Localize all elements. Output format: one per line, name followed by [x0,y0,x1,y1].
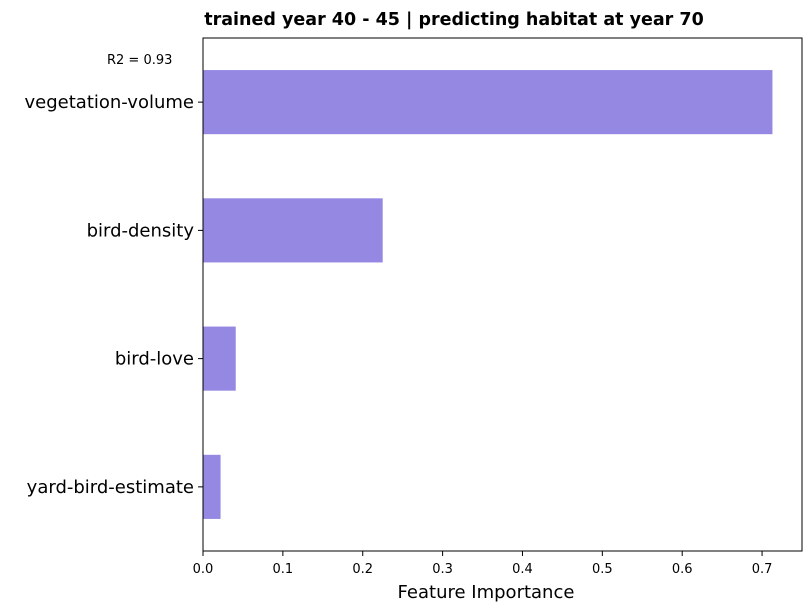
bars-layer [203,70,773,519]
r2-annotation: R2 = 0.93 [107,53,172,68]
bar-bird-love [203,326,236,391]
x-axis-label: Feature Importance [398,582,575,603]
bar-yard-bird-estimate [203,454,221,519]
x-tick-label: 0.6 [672,562,693,577]
bar-bird-density [203,198,383,263]
chart-title: trained year 40 - 45 | predicting habita… [204,10,704,30]
x-axis-ticks: 0.0 0.1 0.2 0.3 0.4 0.5 0.6 0.7 [193,551,773,577]
y-tick-label: bird-love [115,349,194,370]
x-tick-label: 0.2 [352,562,373,577]
x-tick-label: 0.7 [752,562,773,577]
y-tick-label: vegetation-volume [25,92,195,113]
y-tick-label: bird-density [87,220,195,241]
x-tick-label: 0.4 [512,562,533,577]
x-tick-label: 0.0 [193,562,214,577]
y-tick-label: yard-bird-estimate [27,477,194,498]
x-tick-label: 0.1 [273,562,294,577]
x-tick-label: 0.3 [432,562,453,577]
plot-frame [202,37,803,552]
y-axis-categories: vegetation-volume bird-density bird-love ya… [25,92,203,498]
bar-vegetation-volume [203,70,773,135]
x-tick-label: 0.5 [592,562,613,577]
